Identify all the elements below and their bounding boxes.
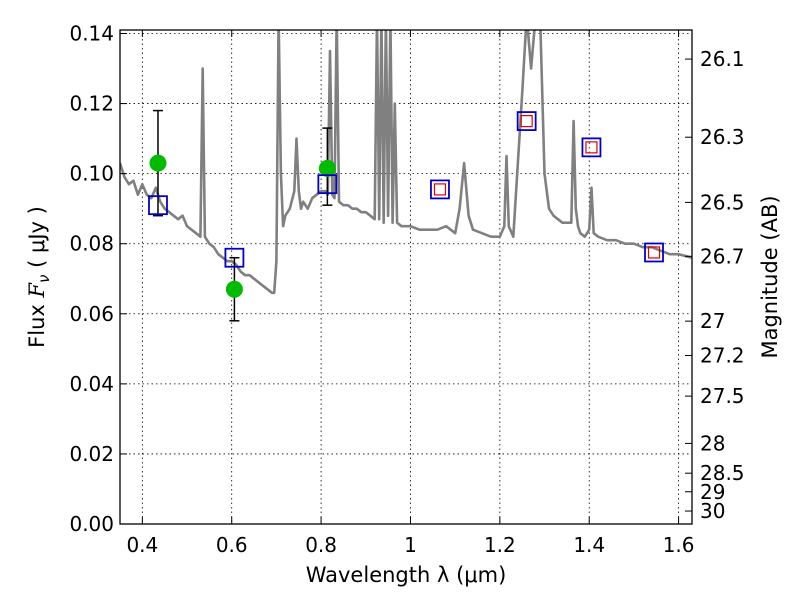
x-tick-label: 1.4	[573, 533, 605, 557]
observed-point	[149, 154, 167, 172]
y-tick-label: 0.00	[69, 512, 114, 536]
mag-tick-label: 26.7	[700, 244, 745, 268]
model-spectrum-line	[120, 30, 692, 295]
model-band-square	[317, 174, 338, 195]
mag-tick-label: 26.5	[700, 190, 745, 214]
tick-layer	[120, 30, 692, 525]
y-axis-right-label: Magnitude (AB)	[758, 195, 782, 358]
y-tick-label: 0.10	[69, 162, 114, 186]
y-tick-label: 0.14	[69, 22, 114, 46]
model-spectrum-layer	[120, 30, 692, 295]
mag-tick-label: 30	[700, 499, 725, 523]
model-band-inner-square	[433, 183, 447, 196]
y-axis-label-subscript: ν	[35, 275, 53, 283]
model-band-square	[644, 242, 664, 263]
model-band-inner-square	[520, 114, 533, 128]
y-tick-label: 0.06	[69, 302, 114, 326]
x-tick-label: 1.6	[663, 533, 695, 557]
plot-frame	[119, 29, 693, 525]
x-tick-label: 1.2	[484, 533, 516, 557]
mag-tick-label: 27	[700, 309, 725, 333]
x-axis-label: Wavelength λ (μm)	[306, 563, 507, 587]
y-tick-label: 0.12	[69, 92, 114, 116]
y-axis-label-symbol: F	[25, 282, 49, 299]
model-photometry-layer	[148, 111, 664, 268]
x-tick-label: 1	[404, 533, 417, 557]
grid-layer	[120, 30, 692, 525]
mag-tick-label: 27.5	[700, 384, 745, 408]
mag-tick-label: 29	[700, 480, 725, 504]
model-band-inner-square	[647, 246, 661, 259]
mag-tick-label: 26.1	[700, 47, 745, 71]
mag-tick-label: 28	[700, 431, 725, 455]
model-band-inner-square	[585, 141, 598, 154]
model-band-square	[430, 179, 450, 200]
observed-point	[318, 159, 336, 177]
observed-points-layer	[149, 109, 336, 322]
y-tick-label: 0.08	[69, 232, 114, 256]
mag-tick-label: 26.3	[700, 125, 745, 149]
x-tick-label: 0.8	[305, 533, 337, 557]
y-axis-label-prefix: Flux	[25, 298, 49, 348]
x-tick-label: 0.4	[126, 533, 158, 557]
y-tick-label: 0.02	[69, 442, 114, 466]
y-axis-label-suffix: ( μJy )	[25, 206, 49, 274]
model-band-square	[581, 137, 602, 158]
mag-tick-label: 28.5	[700, 461, 745, 485]
mag-tick-label: 27.2	[700, 343, 745, 367]
model-band-square	[516, 111, 537, 131]
model-band-square	[148, 195, 168, 216]
observed-point	[225, 280, 243, 298]
y-tick-label: 0.04	[69, 372, 114, 396]
tick-label-layer: 0.4 0.6 0.8 1 1.2 1.4 1.6 0.00 0.02 0.04 0.06 0.08 0…	[69, 22, 744, 557]
x-tick-label: 0.6	[216, 533, 248, 557]
y-axis-label: Flux Fν ( μJy )	[25, 206, 53, 348]
model-band-square	[224, 247, 245, 268]
